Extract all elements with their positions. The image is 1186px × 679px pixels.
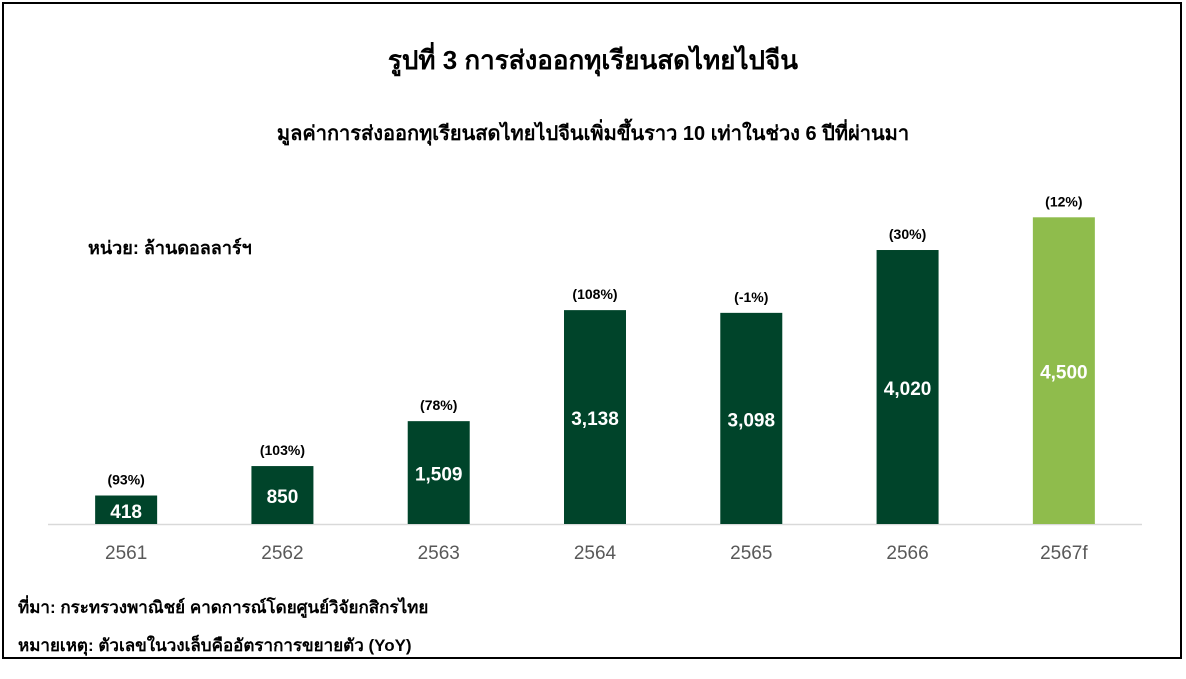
- bar-value-label: 3,138: [571, 409, 619, 430]
- growth-label: (93%): [107, 472, 144, 488]
- x-tick-label: 2567f: [1040, 543, 1088, 564]
- x-tick-label: 2564: [574, 543, 617, 564]
- unit-label: หน่วย: ล้านดอลลาร์ฯ: [88, 238, 252, 258]
- growth-label: (108%): [572, 286, 617, 302]
- bar-value-label: 4,500: [1040, 363, 1088, 384]
- bar-2561: [95, 495, 158, 524]
- chart-subtitle: มูลค่าการส่งออกทุเรียนสดไทยไปจีนเพิ่มขึ้…: [276, 123, 910, 145]
- bar-2567f: [1032, 217, 1095, 524]
- bar-value-label: 418: [110, 502, 142, 523]
- bar-2565: [720, 312, 783, 524]
- x-tick-label: 2562: [261, 543, 303, 564]
- bar-value-label: 850: [267, 487, 299, 508]
- footnote: หมายเหตุ: ตัวเลขในวงเล็บคืออัตราการขยายต…: [18, 636, 412, 655]
- source-note: ที่มา: กระทรวงพาณิชย์ คาดการณ์โดยศูนย์วิ…: [18, 598, 429, 617]
- growth-label: (12%): [1045, 193, 1082, 209]
- bar-2566: [876, 250, 939, 524]
- bar-value-label: 1,509: [415, 465, 463, 486]
- growth-label: (-1%): [734, 289, 768, 305]
- x-tick-label: 2561: [105, 543, 147, 564]
- bar-value-label: 3,098: [728, 410, 776, 431]
- growth-label: (78%): [420, 397, 457, 413]
- bar-2564: [564, 310, 626, 524]
- growth-label: (30%): [889, 226, 926, 242]
- bar-2562: [251, 466, 314, 524]
- x-tick-label: 2565: [730, 543, 772, 564]
- bar-value-label: 4,020: [884, 379, 932, 400]
- x-tick-label: 2566: [886, 543, 928, 564]
- bar-2563: [407, 421, 470, 524]
- growth-label: (103%): [260, 442, 305, 458]
- chart-title: รูปที่ 3 การส่งออกทุเรียนสดไทยไปจีน: [387, 45, 799, 75]
- x-tick-label: 2563: [418, 543, 460, 564]
